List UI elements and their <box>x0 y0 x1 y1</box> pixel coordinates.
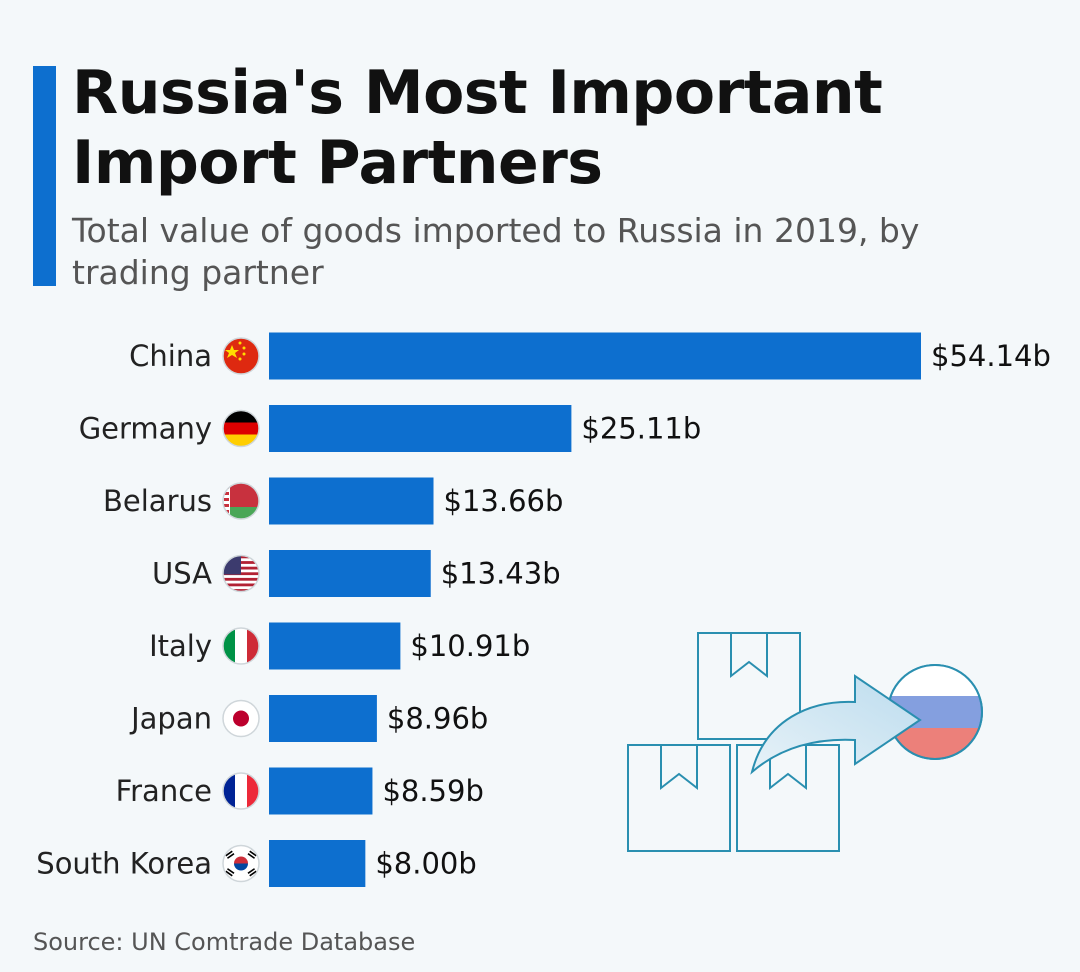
value-label: $8.96b <box>387 702 488 736</box>
category-label: Belarus <box>103 484 212 518</box>
italy-flag-icon <box>222 627 260 665</box>
value-label: $10.91b <box>410 629 530 663</box>
chart-title: Russia's Most Important Import Partners <box>72 58 883 198</box>
value-label: $8.59b <box>382 774 483 808</box>
category-label: France <box>116 774 212 808</box>
france-flag-icon <box>222 772 260 810</box>
bars-layer: China $54.14b Germany $25.11b Belarus $13.66b… <box>36 332 1051 887</box>
accent-bar <box>33 66 56 286</box>
usa-flag-icon <box>222 554 260 593</box>
china-flag-icon <box>222 337 260 375</box>
bar-japan <box>269 695 377 742</box>
bar-row-france: France $8.59b <box>116 767 484 815</box>
category-label: China <box>129 339 212 373</box>
value-label: $13.66b <box>444 484 564 518</box>
bar-china <box>269 332 921 380</box>
bar-south-korea <box>269 840 366 887</box>
bar-row-belarus: Belarus $13.66b <box>103 477 564 525</box>
bar-row-germany: Germany $25.11b <box>79 405 701 452</box>
germany-flag-icon <box>222 409 260 448</box>
category-label: South Korea <box>36 847 212 881</box>
category-label: Italy <box>149 629 212 663</box>
bar-usa <box>269 550 431 597</box>
value-label: $13.43b <box>441 557 561 591</box>
value-label: $8.00b <box>375 847 476 881</box>
import-illustration <box>627 632 983 852</box>
south-korea-flag-icon <box>222 844 260 883</box>
bar-belarus <box>269 477 434 525</box>
source-note: Source: UN Comtrade Database <box>33 928 416 956</box>
box-icon <box>736 744 840 852</box>
box-icon <box>697 632 801 740</box>
bar-row-south-korea: South Korea $8.00b <box>36 840 477 887</box>
arrow-icon <box>750 674 922 775</box>
bar-germany <box>269 405 572 452</box>
chart-subtitle: Total value of goods imported to Russia … <box>72 211 920 292</box>
bar-row-china: China $54.14b <box>129 332 1051 380</box>
bar-row-italy: Italy $10.91b <box>149 622 530 670</box>
bar-chart: China $54.14b Germany $25.11b Belarus $13.66b… <box>36 332 1051 887</box>
value-label: $25.11b <box>581 412 701 446</box>
bar-row-japan: Japan $8.96b <box>129 695 488 742</box>
belarus-flag-icon <box>222 482 260 520</box>
bar-italy <box>269 622 401 670</box>
category-label: Germany <box>79 412 212 446</box>
value-label: $54.14b <box>931 339 1051 373</box>
bar-row-usa: USA $13.43b <box>152 550 561 597</box>
category-label: USA <box>152 557 212 591</box>
bar-france <box>269 767 373 815</box>
category-label: Japan <box>129 702 212 736</box>
japan-flag-icon <box>222 699 260 738</box>
box-icon <box>627 744 731 852</box>
